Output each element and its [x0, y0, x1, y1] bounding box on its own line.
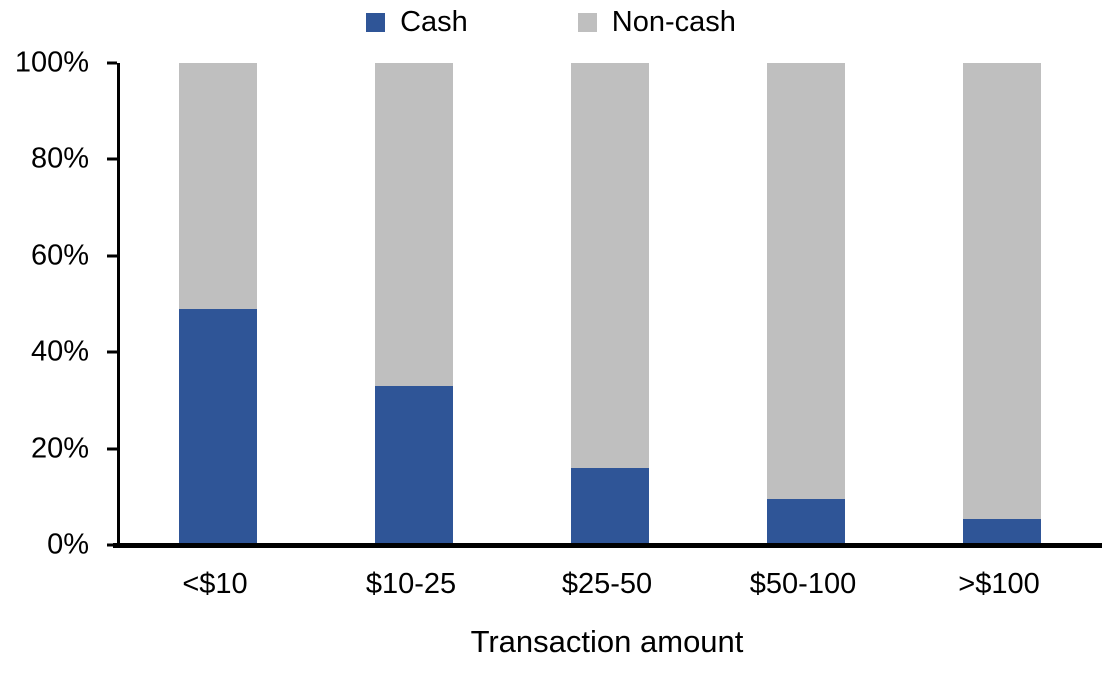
bar-segment-cash [963, 518, 1041, 545]
stacked-bar-2 [375, 63, 453, 545]
bar-segment-non-cash [375, 63, 453, 386]
bar-segment-cash [179, 308, 257, 545]
x-axis-title: Transaction amount [470, 624, 744, 659]
noncash-swatch-icon [577, 13, 597, 32]
bar-segment-non-cash [179, 63, 257, 309]
legend-item-cash: Cash [366, 8, 468, 37]
x-tick-label: >$100 [958, 568, 1040, 600]
plot-area [107, 61, 1100, 547]
legend-item-noncash: Non-cash [577, 6, 736, 38]
stacked-bar-1 [179, 63, 257, 545]
x-axis-line [113, 543, 1102, 548]
legend-label-noncash: Non-cash [611, 6, 736, 38]
bar-segment-cash [571, 467, 649, 545]
y-tick-label: 80% [30, 142, 89, 175]
stacked-bar-4 [767, 63, 845, 545]
y-tick-label: 60% [30, 239, 89, 272]
x-axis-labels: <$10 $10-25 $25-50 $50-100 >$100 [117, 568, 1097, 601]
bar-segment-cash [375, 385, 453, 545]
x-tick-label: <$10 [182, 568, 248, 600]
bar-segment-non-cash [571, 63, 649, 468]
y-tick-mark [107, 543, 117, 547]
y-tick-label: 100% [14, 46, 89, 79]
y-tick-mark [107, 350, 117, 354]
legend: Cash Non-cash [0, 8, 1102, 37]
bar-segment-non-cash [963, 63, 1041, 519]
bar-slot [120, 63, 316, 545]
bar-segment-cash [767, 499, 845, 545]
bar-slot [708, 63, 904, 545]
y-axis-labels: 0% 20% 40% 60% 80% 100% [0, 47, 101, 561]
x-tick-label: $50-100 [749, 568, 857, 600]
stacked-bar-3 [571, 63, 649, 545]
x-tick-label: $25-50 [561, 568, 653, 600]
x-tick-label: $10-25 [365, 568, 457, 600]
y-tick-label: 20% [30, 432, 89, 465]
y-tick-label: 0% [47, 528, 89, 561]
bar-slot [512, 63, 708, 545]
y-tick-mark [107, 61, 117, 65]
bar-slot [904, 63, 1100, 545]
y-tick-mark [107, 447, 117, 451]
y-tick-label: 40% [30, 335, 89, 368]
y-tick-mark [107, 254, 117, 258]
y-tick-mark [107, 157, 117, 161]
stacked-bar-5 [963, 63, 1041, 545]
bars-container [120, 63, 1100, 545]
bar-slot [316, 63, 512, 545]
legend-label-cash: Cash [400, 6, 468, 38]
cash-swatch-icon [366, 13, 386, 32]
bar-segment-non-cash [767, 63, 845, 500]
